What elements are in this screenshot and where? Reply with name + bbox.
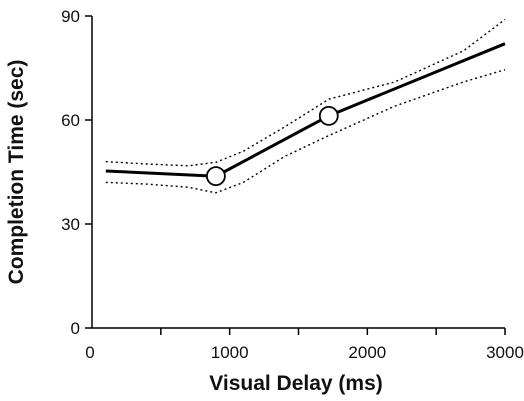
- mean-line: [105, 42, 506, 178]
- x-tick-label: 1000: [211, 343, 249, 362]
- lower-confidence-line: [105, 69, 506, 194]
- y-tick-label: 30: [61, 215, 80, 234]
- y-tick-label: 60: [61, 111, 80, 130]
- axes: 0 30 60 90 0 1000 2000 3000: [61, 7, 524, 362]
- data-point-marker: [318, 105, 339, 126]
- y-tick-label: 90: [61, 7, 80, 26]
- series-layer: [105, 18, 506, 194]
- y-axis-title: Completion Time (sec): [5, 60, 28, 285]
- upper-confidence-line: [105, 18, 506, 167]
- x-tick-label: 0: [85, 343, 94, 362]
- marker-layer: [205, 105, 339, 187]
- x-tick-label: 2000: [348, 343, 386, 362]
- y-tick-label: 0: [71, 319, 80, 338]
- x-axis-title: Visual Delay (ms): [209, 372, 383, 395]
- x-tick-label: 3000: [486, 343, 524, 362]
- data-point-marker: [205, 166, 226, 187]
